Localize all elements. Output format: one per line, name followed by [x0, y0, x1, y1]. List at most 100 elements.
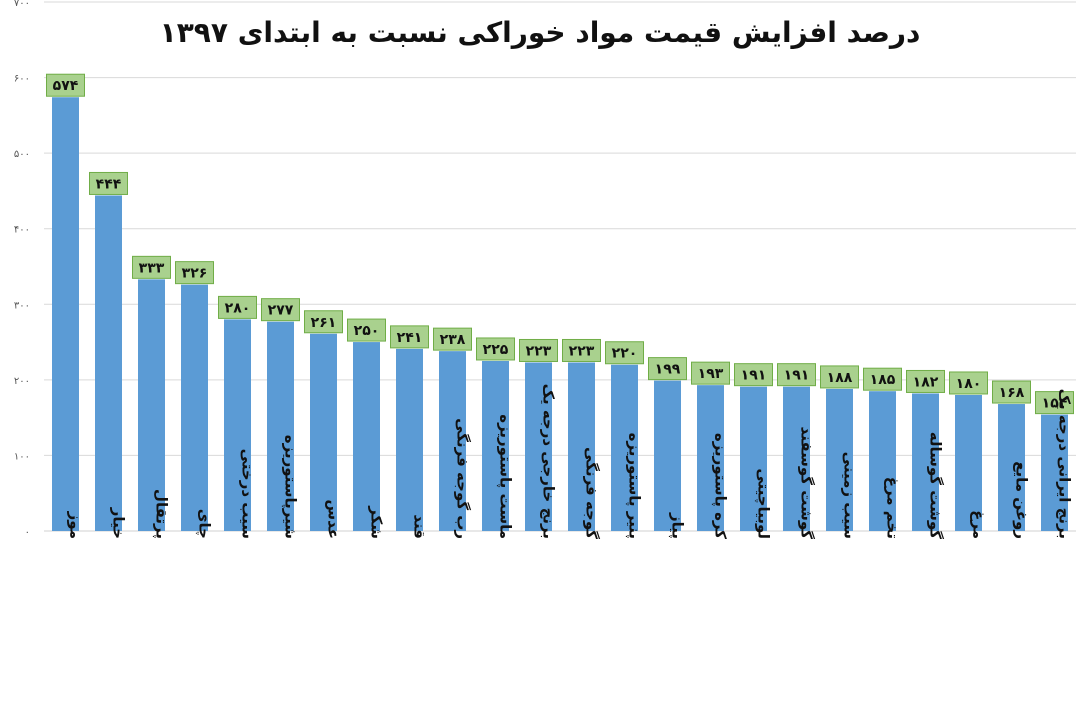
bar	[869, 391, 896, 531]
data-label-box	[648, 357, 687, 381]
bar	[396, 348, 423, 531]
data-label: ۱۹۳	[698, 366, 724, 382]
bar	[955, 394, 982, 531]
category-label: ماست پاستوریزه	[496, 414, 515, 539]
data-label: ۲۲۳	[526, 343, 552, 359]
data-label-box	[949, 371, 988, 395]
bar	[310, 333, 337, 531]
bar	[439, 351, 466, 531]
data-label: ۱۶۸	[999, 385, 1025, 401]
category-label: روغن مایع	[1013, 461, 1031, 539]
category-label: لوبیاچیتی	[754, 468, 773, 539]
data-label-box	[132, 255, 171, 279]
data-label-box	[46, 73, 85, 97]
y-tick-label: ۵۰۰	[14, 149, 30, 160]
data-label: ۲۲۳	[569, 343, 595, 359]
category-label: گوشت گوسفند	[798, 427, 816, 540]
bar	[826, 388, 853, 531]
data-label: ۱۵۴	[1042, 396, 1068, 412]
bar	[998, 404, 1025, 531]
data-label-box	[347, 318, 386, 342]
bar	[525, 362, 552, 531]
data-label-box	[820, 365, 859, 389]
bar	[95, 195, 122, 531]
bar	[1041, 414, 1068, 531]
data-label: ۱۹۱	[784, 368, 810, 384]
category-label: سیب درختی	[239, 449, 257, 539]
y-tick-label: ۱۰۰	[14, 451, 30, 462]
data-label-box	[992, 380, 1031, 404]
category-label: رب گوجه فرنگی	[454, 418, 472, 539]
data-label: ۲۷۷	[268, 303, 294, 319]
bar	[611, 364, 638, 531]
category-label: تخم مرغ	[884, 477, 902, 539]
data-label-box	[218, 295, 257, 319]
data-label-box	[777, 363, 816, 387]
data-label-box	[562, 338, 601, 362]
bar	[482, 360, 509, 531]
data-label: ۲۸۰	[225, 300, 251, 316]
data-label: ۳۲۶	[182, 266, 208, 282]
category-label: عدس	[325, 499, 343, 539]
data-label: ۱۹۱	[741, 368, 767, 384]
data-label-box	[906, 369, 945, 393]
data-label: ۲۶۱	[311, 315, 337, 331]
data-label-box	[691, 361, 730, 385]
category-label: پرتقال	[152, 489, 171, 539]
category-label: چای	[195, 509, 214, 539]
data-labels: ۵۷۴ ۴۴۴ ۳۳۳ ۳۲۶ ۲۸۰ ۲۷۷ ۲۶۱ ۲۵۰ ۲۴۱ ۲۳۸ ۲۲۵ ۲۲۳ ۲۲۳ ۲…	[46, 73, 1074, 415]
category-label: پیاز	[668, 512, 687, 539]
data-label-box	[1035, 391, 1074, 415]
bar	[138, 279, 165, 531]
bar	[740, 386, 767, 531]
category-label: خیار	[110, 507, 128, 539]
bar	[353, 342, 380, 531]
category-label: موز	[67, 511, 85, 539]
category-label: پنیر پاستوریزه	[625, 433, 644, 539]
data-label-box	[734, 363, 773, 387]
data-label: ۲۳۸	[440, 332, 466, 348]
data-label-box	[519, 338, 558, 362]
category-label: گوجه فرنگی	[583, 447, 601, 539]
data-label: ۱۹۹	[655, 362, 681, 378]
data-label: ۲۲۵	[483, 342, 509, 358]
category-label: قند	[411, 514, 429, 539]
gridlines	[44, 1, 1076, 456]
chart-title: درصد افزایش قیمت مواد خوراکی نسبت به ابت…	[160, 16, 921, 49]
bar	[52, 97, 79, 531]
data-label: ۱۸۸	[827, 370, 853, 386]
data-label-box	[390, 325, 429, 349]
y-tick-label: ۴۰۰	[14, 225, 30, 236]
bar	[267, 321, 294, 531]
data-label: ۲۴۱	[397, 330, 423, 346]
category-label: برنج ایرانی درجه یک	[1056, 389, 1074, 539]
category-label: شکر	[368, 505, 386, 539]
data-label: ۴۴۴	[96, 176, 122, 192]
y-tick-label: ۰	[25, 527, 30, 538]
category-label: گوشت گوساله	[927, 432, 945, 539]
bar	[912, 393, 939, 531]
category-label: سیب زمینی	[841, 452, 859, 539]
data-label: ۵۷۴	[53, 78, 79, 94]
category-labels: موز خیار پرتقال چای سیب درختی شیرپاستوریزه عدس…	[67, 384, 1074, 540]
data-label: ۲۲۰	[612, 346, 638, 362]
data-label-box	[433, 327, 472, 351]
category-label: برنج خارجی درجه یک	[540, 384, 558, 539]
bar	[224, 319, 251, 531]
y-tick-label: ۳۰۰	[14, 300, 30, 311]
data-label: ۱۸۰	[956, 376, 982, 392]
y-tick-label: ۷۰۰	[14, 0, 30, 9]
bar	[568, 362, 595, 531]
category-label: مرغ	[970, 510, 988, 539]
y-axis-ticks: ۰ ۱۰۰ ۲۰۰ ۳۰۰ ۴۰۰ ۵۰۰ ۶۰۰ ۷۰۰	[14, 0, 30, 538]
bars	[52, 97, 1068, 531]
data-label: ۲۵۰	[354, 323, 380, 339]
data-label: ۳۳۳	[139, 260, 165, 276]
y-tick-label: ۶۰۰	[14, 74, 30, 85]
bar	[181, 284, 208, 531]
data-label-box	[476, 337, 515, 361]
data-label: ۱۸۵	[870, 372, 896, 388]
data-label-box	[304, 310, 343, 334]
data-label-box	[175, 261, 214, 285]
